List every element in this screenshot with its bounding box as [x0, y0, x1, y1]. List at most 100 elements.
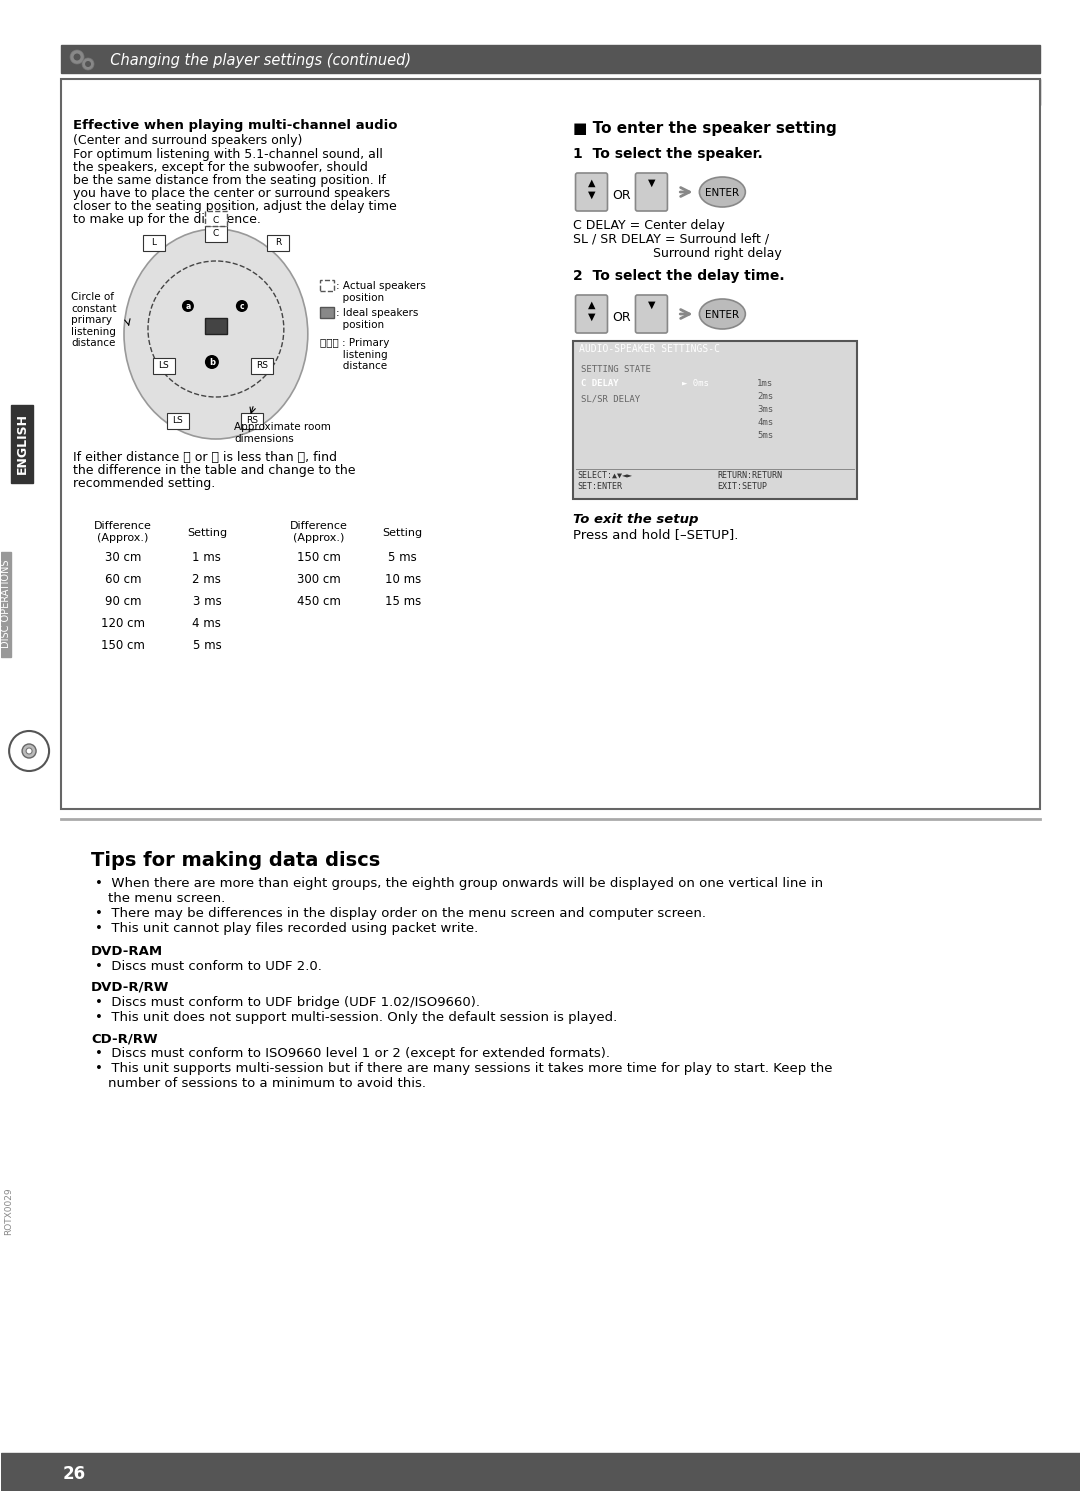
- FancyBboxPatch shape: [205, 212, 227, 227]
- FancyBboxPatch shape: [73, 634, 173, 656]
- Text: OR: OR: [612, 189, 631, 201]
- Circle shape: [205, 355, 219, 368]
- Bar: [320, 280, 334, 291]
- Text: (Center and surround speakers only): (Center and surround speakers only): [73, 134, 302, 148]
- Circle shape: [9, 731, 49, 771]
- Text: Approximate room
dimensions: Approximate room dimensions: [234, 422, 330, 444]
- FancyBboxPatch shape: [173, 546, 241, 568]
- Bar: [576, 379, 760, 392]
- Text: ▼: ▼: [648, 177, 656, 188]
- Text: 2  To select the delay time.: 2 To select the delay time.: [572, 268, 784, 283]
- Bar: [573, 341, 856, 361]
- Text: Surround right delay: Surround right delay: [572, 248, 781, 259]
- FancyBboxPatch shape: [173, 568, 241, 590]
- Text: C: C: [213, 230, 219, 239]
- Text: •  This unit does not support multi-session. Only the default session is played.: • This unit does not support multi-sessi…: [95, 1011, 618, 1024]
- FancyBboxPatch shape: [269, 546, 368, 568]
- Text: If either distance Ⓐ or Ⓑ is less than Ⓒ, find: If either distance Ⓐ or Ⓑ is less than Ⓒ…: [73, 450, 337, 464]
- Text: 450 cm: 450 cm: [297, 595, 340, 608]
- Text: 5ms: 5ms: [757, 431, 773, 440]
- Text: 1  To select the speaker.: 1 To select the speaker.: [572, 148, 762, 161]
- Text: LS: LS: [173, 416, 184, 425]
- FancyBboxPatch shape: [267, 236, 288, 250]
- FancyBboxPatch shape: [241, 413, 262, 429]
- Text: ENGLISH: ENGLISH: [15, 413, 28, 474]
- Text: ⒶⒷⒸ : Primary
       listening
       distance: ⒶⒷⒸ : Primary listening distance: [320, 338, 389, 371]
- Text: Ⓐ Center speaker: Ⓐ Center speaker: [100, 499, 213, 513]
- Text: •  Discs must conform to ISO9660 level 1 or 2 (except for extended formats).: • Discs must conform to ISO9660 level 1 …: [95, 1047, 610, 1060]
- Text: DVD-R/RW: DVD-R/RW: [91, 981, 170, 994]
- Text: •  Discs must conform to UDF bridge (UDF 1.02/ISO9660).: • Discs must conform to UDF bridge (UDF …: [95, 996, 480, 1009]
- Text: DISC OPERATIONS: DISC OPERATIONS: [1, 559, 11, 649]
- FancyBboxPatch shape: [73, 568, 173, 590]
- Text: RS: RS: [256, 361, 268, 370]
- Text: 10 ms: 10 ms: [384, 573, 421, 586]
- FancyBboxPatch shape: [269, 568, 368, 590]
- Text: 2ms: 2ms: [757, 392, 773, 401]
- Text: C DELAY = Center delay: C DELAY = Center delay: [572, 219, 725, 233]
- Text: 5 ms: 5 ms: [192, 640, 221, 652]
- Text: RETURN:RETURN: RETURN:RETURN: [717, 471, 782, 480]
- Text: ► 0ms: ► 0ms: [683, 379, 710, 388]
- Text: 90 cm: 90 cm: [105, 595, 141, 608]
- Text: LS: LS: [159, 361, 170, 370]
- Text: the difference in the table and change to the: the difference in the table and change t…: [73, 464, 355, 477]
- FancyBboxPatch shape: [269, 590, 368, 611]
- FancyBboxPatch shape: [635, 173, 667, 212]
- Text: the speakers, except for the subwoofer, should: the speakers, except for the subwoofer, …: [73, 161, 368, 174]
- Text: : Ideal speakers
  position: : Ideal speakers position: [336, 309, 418, 330]
- Text: Tips for making data discs: Tips for making data discs: [91, 851, 380, 871]
- Text: SL / SR DELAY = Surround left /: SL / SR DELAY = Surround left /: [572, 233, 769, 246]
- Text: •  Discs must conform to UDF 2.0.: • Discs must conform to UDF 2.0.: [95, 960, 322, 974]
- Text: 30 cm: 30 cm: [105, 552, 141, 564]
- Text: Difference
(Approx.): Difference (Approx.): [94, 520, 152, 543]
- FancyBboxPatch shape: [368, 517, 436, 546]
- Text: SELECT:▲▼◄►: SELECT:▲▼◄►: [578, 471, 633, 480]
- Bar: [73, 497, 241, 517]
- Text: you have to place the center or surround speakers: you have to place the center or surround…: [73, 186, 390, 200]
- FancyBboxPatch shape: [635, 295, 667, 332]
- Text: 15 ms: 15 ms: [384, 595, 421, 608]
- FancyBboxPatch shape: [205, 227, 227, 242]
- Text: 3 ms: 3 ms: [192, 595, 221, 608]
- Text: C DELAY: C DELAY: [581, 379, 618, 388]
- Text: 26: 26: [63, 1466, 86, 1484]
- Text: 1 ms: 1 ms: [192, 552, 221, 564]
- Text: the menu screen.: the menu screen.: [108, 892, 226, 905]
- Bar: [1, 1454, 1080, 1491]
- Text: ENTER: ENTER: [705, 310, 740, 321]
- Text: 4 ms: 4 ms: [192, 617, 221, 631]
- FancyBboxPatch shape: [73, 546, 173, 568]
- FancyBboxPatch shape: [167, 413, 189, 429]
- Text: L: L: [151, 239, 157, 248]
- Text: c: c: [240, 303, 244, 312]
- Text: 3ms: 3ms: [757, 406, 773, 414]
- Text: 150 cm: 150 cm: [297, 552, 340, 564]
- Text: Setting: Setting: [187, 528, 227, 538]
- Text: Press and hold [–SETUP].: Press and hold [–SETUP].: [572, 528, 738, 541]
- FancyBboxPatch shape: [173, 517, 241, 546]
- FancyBboxPatch shape: [62, 79, 1040, 810]
- FancyBboxPatch shape: [73, 611, 173, 634]
- Text: R: R: [274, 239, 281, 248]
- Text: Changing the player settings (continued): Changing the player settings (continued): [102, 54, 411, 69]
- Text: Changing the delay time of the speakers: Changing the delay time of the speakers: [73, 86, 441, 101]
- Text: 120 cm: 120 cm: [102, 617, 145, 631]
- Bar: [62, 45, 1040, 73]
- Text: 2 ms: 2 ms: [192, 573, 221, 586]
- FancyBboxPatch shape: [368, 590, 436, 611]
- FancyBboxPatch shape: [173, 611, 241, 634]
- Text: 60 cm: 60 cm: [105, 573, 141, 586]
- FancyBboxPatch shape: [368, 568, 436, 590]
- Text: Difference
(Approx.): Difference (Approx.): [289, 520, 348, 543]
- Bar: [320, 307, 334, 318]
- Circle shape: [82, 58, 94, 70]
- Bar: [62, 79, 1040, 104]
- Text: •  There may be differences in the display order on the menu screen and computer: • There may be differences in the displa…: [95, 907, 706, 920]
- Text: 1ms: 1ms: [757, 379, 773, 388]
- FancyBboxPatch shape: [173, 590, 241, 611]
- Bar: [11, 406, 33, 483]
- Text: ■ To enter the speaker setting: ■ To enter the speaker setting: [572, 121, 836, 136]
- Text: C: C: [213, 216, 219, 225]
- Text: 150 cm: 150 cm: [102, 640, 145, 652]
